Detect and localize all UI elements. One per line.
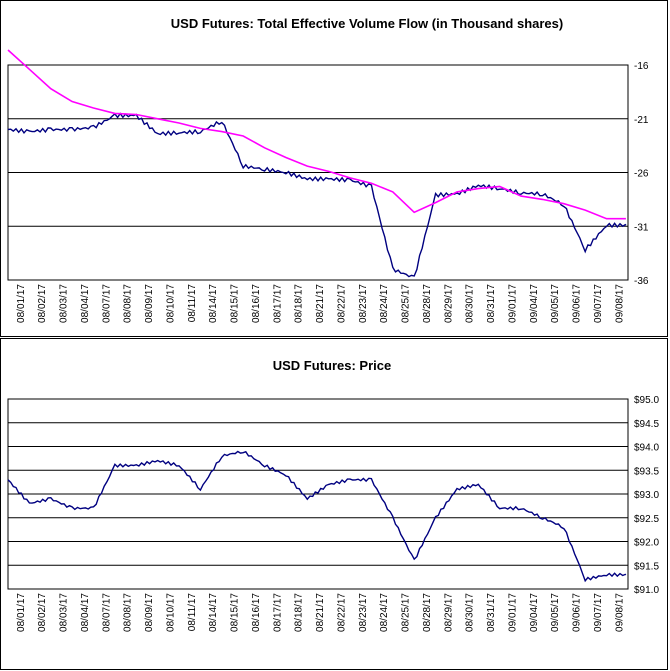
y-tick-label: $92.5 bbox=[634, 514, 659, 525]
x-tick-label: 08/11/17 bbox=[187, 593, 198, 632]
x-tick-label: 09/07/17 bbox=[593, 284, 604, 323]
x-tick-label: 09/07/17 bbox=[593, 593, 604, 632]
x-tick-label: 08/01/17 bbox=[16, 284, 27, 323]
x-tick-label: 09/04/17 bbox=[529, 284, 540, 323]
x-tick-label: 08/17/17 bbox=[272, 284, 283, 323]
y-tick-label: -36 bbox=[634, 276, 649, 287]
x-tick-label: 09/08/17 bbox=[614, 284, 625, 323]
x-tick-label: 08/02/17 bbox=[37, 284, 48, 323]
y-tick-label: -21 bbox=[634, 115, 649, 126]
x-tick-label: 08/10/17 bbox=[165, 284, 176, 323]
y-tick-label: -16 bbox=[634, 61, 649, 72]
x-tick-label: 08/14/17 bbox=[208, 593, 219, 632]
x-tick-label: 08/28/17 bbox=[422, 284, 433, 323]
x-tick-label: 08/04/17 bbox=[80, 284, 91, 323]
x-tick-label: 09/04/17 bbox=[529, 593, 540, 632]
x-tick-label: 08/29/17 bbox=[443, 593, 454, 632]
x-tick-label: 08/02/17 bbox=[37, 593, 48, 632]
x-tick-label: 08/14/17 bbox=[208, 284, 219, 323]
volume-flow-panel: USD Futures: Total Effective Volume Flow… bbox=[0, 0, 668, 338]
x-tick-label: 08/09/17 bbox=[144, 593, 155, 632]
x-tick-label: 08/17/17 bbox=[272, 593, 283, 632]
x-tick-label: 08/03/17 bbox=[59, 284, 70, 323]
x-tick-label: 08/08/17 bbox=[123, 593, 134, 632]
x-tick-label: 08/30/17 bbox=[465, 593, 476, 632]
x-tick-label: 09/01/17 bbox=[507, 593, 518, 632]
x-tick-label: 09/05/17 bbox=[550, 593, 561, 632]
x-tick-label: 08/21/17 bbox=[315, 284, 326, 323]
volume-flow-line bbox=[7, 112, 627, 278]
x-tick-label: 08/16/17 bbox=[251, 593, 262, 632]
y-tick-label: $93.0 bbox=[634, 490, 659, 501]
x-tick-label: 08/22/17 bbox=[336, 593, 347, 632]
x-tick-label: 08/15/17 bbox=[230, 284, 241, 323]
x-tick-label: 08/01/17 bbox=[16, 593, 27, 632]
x-tick-label: 08/11/17 bbox=[187, 284, 198, 323]
x-tick-label: 08/31/17 bbox=[486, 284, 497, 323]
x-tick-label: 08/03/17 bbox=[59, 593, 70, 632]
y-tick-label: $93.5 bbox=[634, 466, 659, 477]
price-panel: USD Futures: Price $91.0 $91.5 $92.0 $92.5 $… bbox=[0, 338, 668, 671]
x-tick-label: 08/07/17 bbox=[101, 593, 112, 632]
x-tick-label: 08/16/17 bbox=[251, 284, 262, 323]
x-tick-label: 09/06/17 bbox=[572, 284, 583, 323]
y-tick-label: $92.0 bbox=[634, 538, 659, 549]
x-tick-label: 09/05/17 bbox=[550, 284, 561, 323]
x-tick-label: 08/25/17 bbox=[401, 593, 412, 632]
x-tick-label: 08/10/17 bbox=[165, 593, 176, 632]
x-tick-label: 08/15/17 bbox=[230, 593, 241, 632]
x-tick-label: 08/21/17 bbox=[315, 593, 326, 632]
x-tick-label: 09/01/17 bbox=[507, 284, 518, 323]
x-tick-label: 08/30/17 bbox=[465, 284, 476, 323]
y-tick-label: $94.0 bbox=[634, 443, 659, 454]
x-tick-label: 08/04/17 bbox=[80, 593, 91, 632]
y-tick-label: -31 bbox=[634, 222, 649, 233]
x-tick-label: 08/23/17 bbox=[358, 593, 369, 632]
x-tick-label: 08/09/17 bbox=[144, 284, 155, 323]
y-tick-label: $94.5 bbox=[634, 419, 659, 430]
price-title: USD Futures: Price bbox=[273, 358, 391, 373]
price-chart: USD Futures: Price $91.0 $91.5 $92.0 $92.5 $… bbox=[0, 338, 668, 670]
y-tick-label: -26 bbox=[634, 169, 649, 180]
x-tick-label: 08/24/17 bbox=[379, 593, 390, 632]
volume-flow-title: USD Futures: Total Effective Volume Flow… bbox=[171, 16, 563, 31]
x-tick-label: 08/29/17 bbox=[443, 284, 454, 323]
x-tick-label: 08/31/17 bbox=[486, 593, 497, 632]
x-tick-label: 08/08/17 bbox=[123, 284, 134, 323]
price-panel-border bbox=[0, 338, 668, 670]
x-tick-label: 09/06/17 bbox=[572, 593, 583, 632]
x-tick-label: 08/18/17 bbox=[294, 284, 305, 323]
x-tick-label: 08/22/17 bbox=[336, 284, 347, 323]
moving-average-line bbox=[7, 49, 626, 220]
x-tick-label: 08/18/17 bbox=[294, 593, 305, 632]
x-tick-label: 08/28/17 bbox=[422, 593, 433, 632]
volume-flow-panel-border bbox=[0, 0, 668, 337]
y-tick-label: $91.5 bbox=[634, 561, 659, 572]
y-tick-label: $91.0 bbox=[634, 585, 659, 596]
x-tick-label: 09/08/17 bbox=[614, 593, 625, 632]
x-tick-label: 08/07/17 bbox=[101, 284, 112, 323]
x-tick-label: 08/23/17 bbox=[358, 284, 369, 323]
price-line bbox=[7, 450, 627, 583]
x-tick-label: 08/24/17 bbox=[379, 284, 390, 323]
volume-flow-chart: USD Futures: Total Effective Volume Flow… bbox=[0, 0, 668, 337]
x-tick-label: 08/25/17 bbox=[401, 284, 412, 323]
y-tick-label: $95.0 bbox=[634, 395, 659, 406]
